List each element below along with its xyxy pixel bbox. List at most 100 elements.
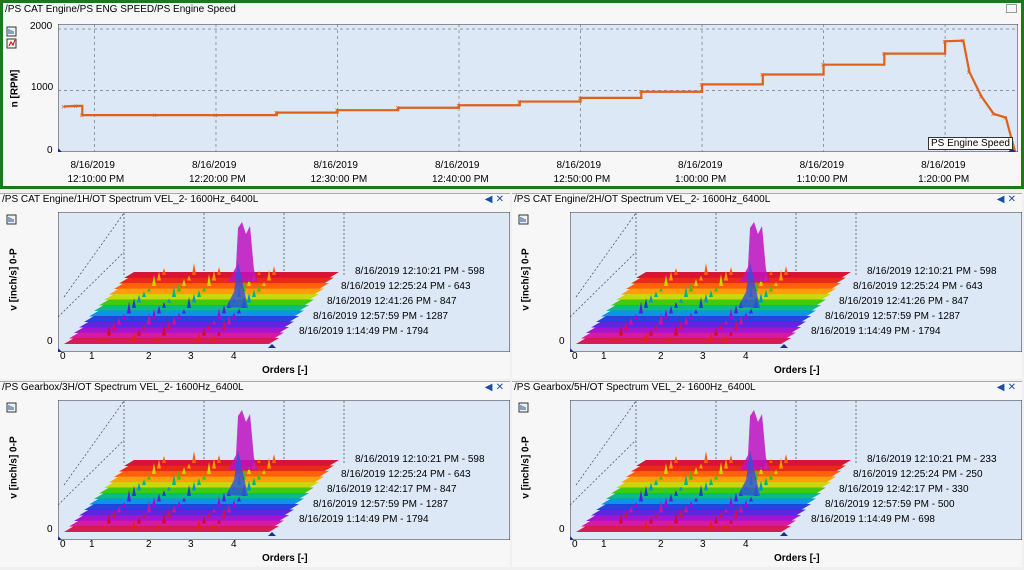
spectrum-slice — [119, 277, 334, 284]
spectrum-peak — [132, 298, 136, 308]
y-axis-label: v [inch/s] 0-P — [520, 436, 532, 499]
spectrum-peak — [257, 271, 261, 275]
cursor-marker-icon[interactable] — [570, 536, 574, 540]
spectrum-dominant-peak — [228, 410, 258, 470]
spectrum-peak — [202, 286, 206, 292]
cursor-marker-icon[interactable] — [58, 348, 62, 352]
chart-settings-icon[interactable] — [518, 402, 530, 414]
spectrum-plot[interactable] — [58, 400, 510, 540]
spectrum-peak — [669, 459, 673, 469]
spectrum-plot[interactable] — [58, 212, 510, 352]
spectrum-peak — [679, 486, 683, 491]
spectrum-slice — [109, 288, 324, 295]
spectrum-peak — [694, 467, 698, 474]
x-tick: 0 — [60, 351, 66, 362]
spectrum-peak — [719, 274, 723, 286]
panel-controls[interactable] — [1006, 4, 1017, 16]
panel-nav-icon[interactable]: ◀ ✕ — [996, 382, 1016, 393]
cursor-marker-icon[interactable] — [268, 532, 276, 536]
spectrum-peak — [714, 474, 718, 480]
chart-settings-icon[interactable] — [518, 214, 530, 226]
spectrum-peak — [222, 492, 226, 502]
spectrum-slice — [124, 272, 339, 278]
y-tick-zero: 0 — [559, 524, 565, 535]
panel-title: /PS CAT Engine/2H/OT Spectrum VEL_2- 160… — [514, 194, 771, 205]
cursor-marker-icon[interactable] — [780, 344, 788, 348]
spectrum-peak — [217, 308, 221, 319]
cursor-marker-icon[interactable] — [1008, 148, 1016, 152]
spectrum-peak — [659, 500, 663, 513]
cursor-marker-icon[interactable] — [570, 348, 574, 352]
spectrum-peak — [147, 312, 151, 325]
spectrum-peak — [117, 317, 121, 325]
x-tick: 3 — [188, 351, 194, 362]
spectrum-peak — [152, 309, 156, 319]
spectrum-slice — [94, 305, 309, 311]
spectrum-peak — [197, 290, 201, 297]
spectrum-peak — [719, 462, 723, 474]
grid-line — [58, 439, 125, 506]
spectrum-peak — [132, 486, 136, 496]
spectrum-peak — [664, 463, 668, 474]
cursor-marker-icon[interactable] — [780, 532, 788, 536]
data-point: × — [966, 68, 971, 77]
spectrum-peak — [237, 308, 241, 314]
x-tick: 1 — [89, 539, 95, 550]
panel-nav-icon[interactable]: ◀ ✕ — [484, 382, 504, 393]
panel-nav-icon[interactable]: ◀ ✕ — [484, 194, 504, 205]
spectrum-slice — [591, 321, 806, 328]
spectrum-peak — [774, 282, 778, 286]
collapse-icon[interactable] — [1006, 4, 1017, 13]
spectrum-peak — [247, 480, 251, 491]
spectrum-peak — [177, 501, 181, 507]
spectrum-peak — [102, 337, 106, 341]
panel-nav-icon[interactable]: ◀ ✕ — [996, 194, 1016, 205]
top-xtick-time: 12:50:00 PM — [553, 174, 611, 185]
cursor-marker-icon[interactable] — [58, 148, 62, 152]
spectrum-peak — [779, 269, 783, 281]
spectrum-peak — [769, 285, 773, 292]
cursor-marker-icon[interactable] — [268, 344, 276, 348]
spectrum-plot[interactable] — [570, 400, 1022, 540]
spectrum-peak — [172, 474, 176, 485]
chart-settings-icon[interactable] — [6, 402, 18, 414]
top-xtick-date: 8/16/2019 — [921, 160, 966, 171]
spectrum-peak — [724, 270, 728, 281]
data-point: × — [821, 61, 826, 70]
spectrum-slice — [596, 504, 811, 510]
spectrum-slice — [99, 487, 314, 494]
spectrum-peak — [217, 331, 221, 336]
data-point: × — [1003, 114, 1008, 123]
spectrum-slice — [606, 305, 821, 311]
y-axis-label: v [inch/s] 0-P — [8, 436, 20, 499]
spectrum-slice — [79, 509, 294, 516]
spectrum-plot[interactable] — [570, 212, 1022, 352]
legend-box: PS Engine Speed — [928, 137, 1013, 150]
spectrum-peak — [107, 512, 111, 524]
spectrum-peak — [212, 508, 216, 513]
chart-settings-icon[interactable] — [6, 214, 18, 226]
series-line-ps-engine-speed[interactable] — [64, 39, 1017, 152]
engine-speed-plot[interactable]: × ×× × × × × × × × ××××××× ×××× ×× — [58, 24, 1018, 152]
spectrum-peak — [679, 508, 683, 518]
spectrum-peak — [237, 496, 241, 502]
x-tick: 0 — [60, 539, 66, 550]
top-xtick-time: 1:10:00 PM — [796, 174, 848, 185]
spectrum-slice — [586, 327, 801, 333]
spectrum-peak — [262, 282, 266, 286]
x-tick: 2 — [146, 351, 152, 362]
spectrum-peak — [769, 271, 773, 275]
spectrum-peak — [162, 511, 166, 524]
data-point: × — [942, 37, 947, 46]
grid-line — [570, 439, 637, 506]
spectrum-peak — [729, 455, 733, 463]
chart-settings-icon[interactable] — [6, 26, 18, 50]
data-point: × — [517, 98, 522, 107]
spectrum-peak — [644, 486, 648, 496]
spectrum-peak — [729, 331, 733, 336]
spectrum-peak — [724, 458, 728, 469]
spectrum-peak — [132, 332, 136, 341]
cursor-marker-icon[interactable] — [58, 536, 62, 540]
top-ytick: 0 — [47, 145, 53, 156]
spectrum-peak — [744, 312, 748, 319]
